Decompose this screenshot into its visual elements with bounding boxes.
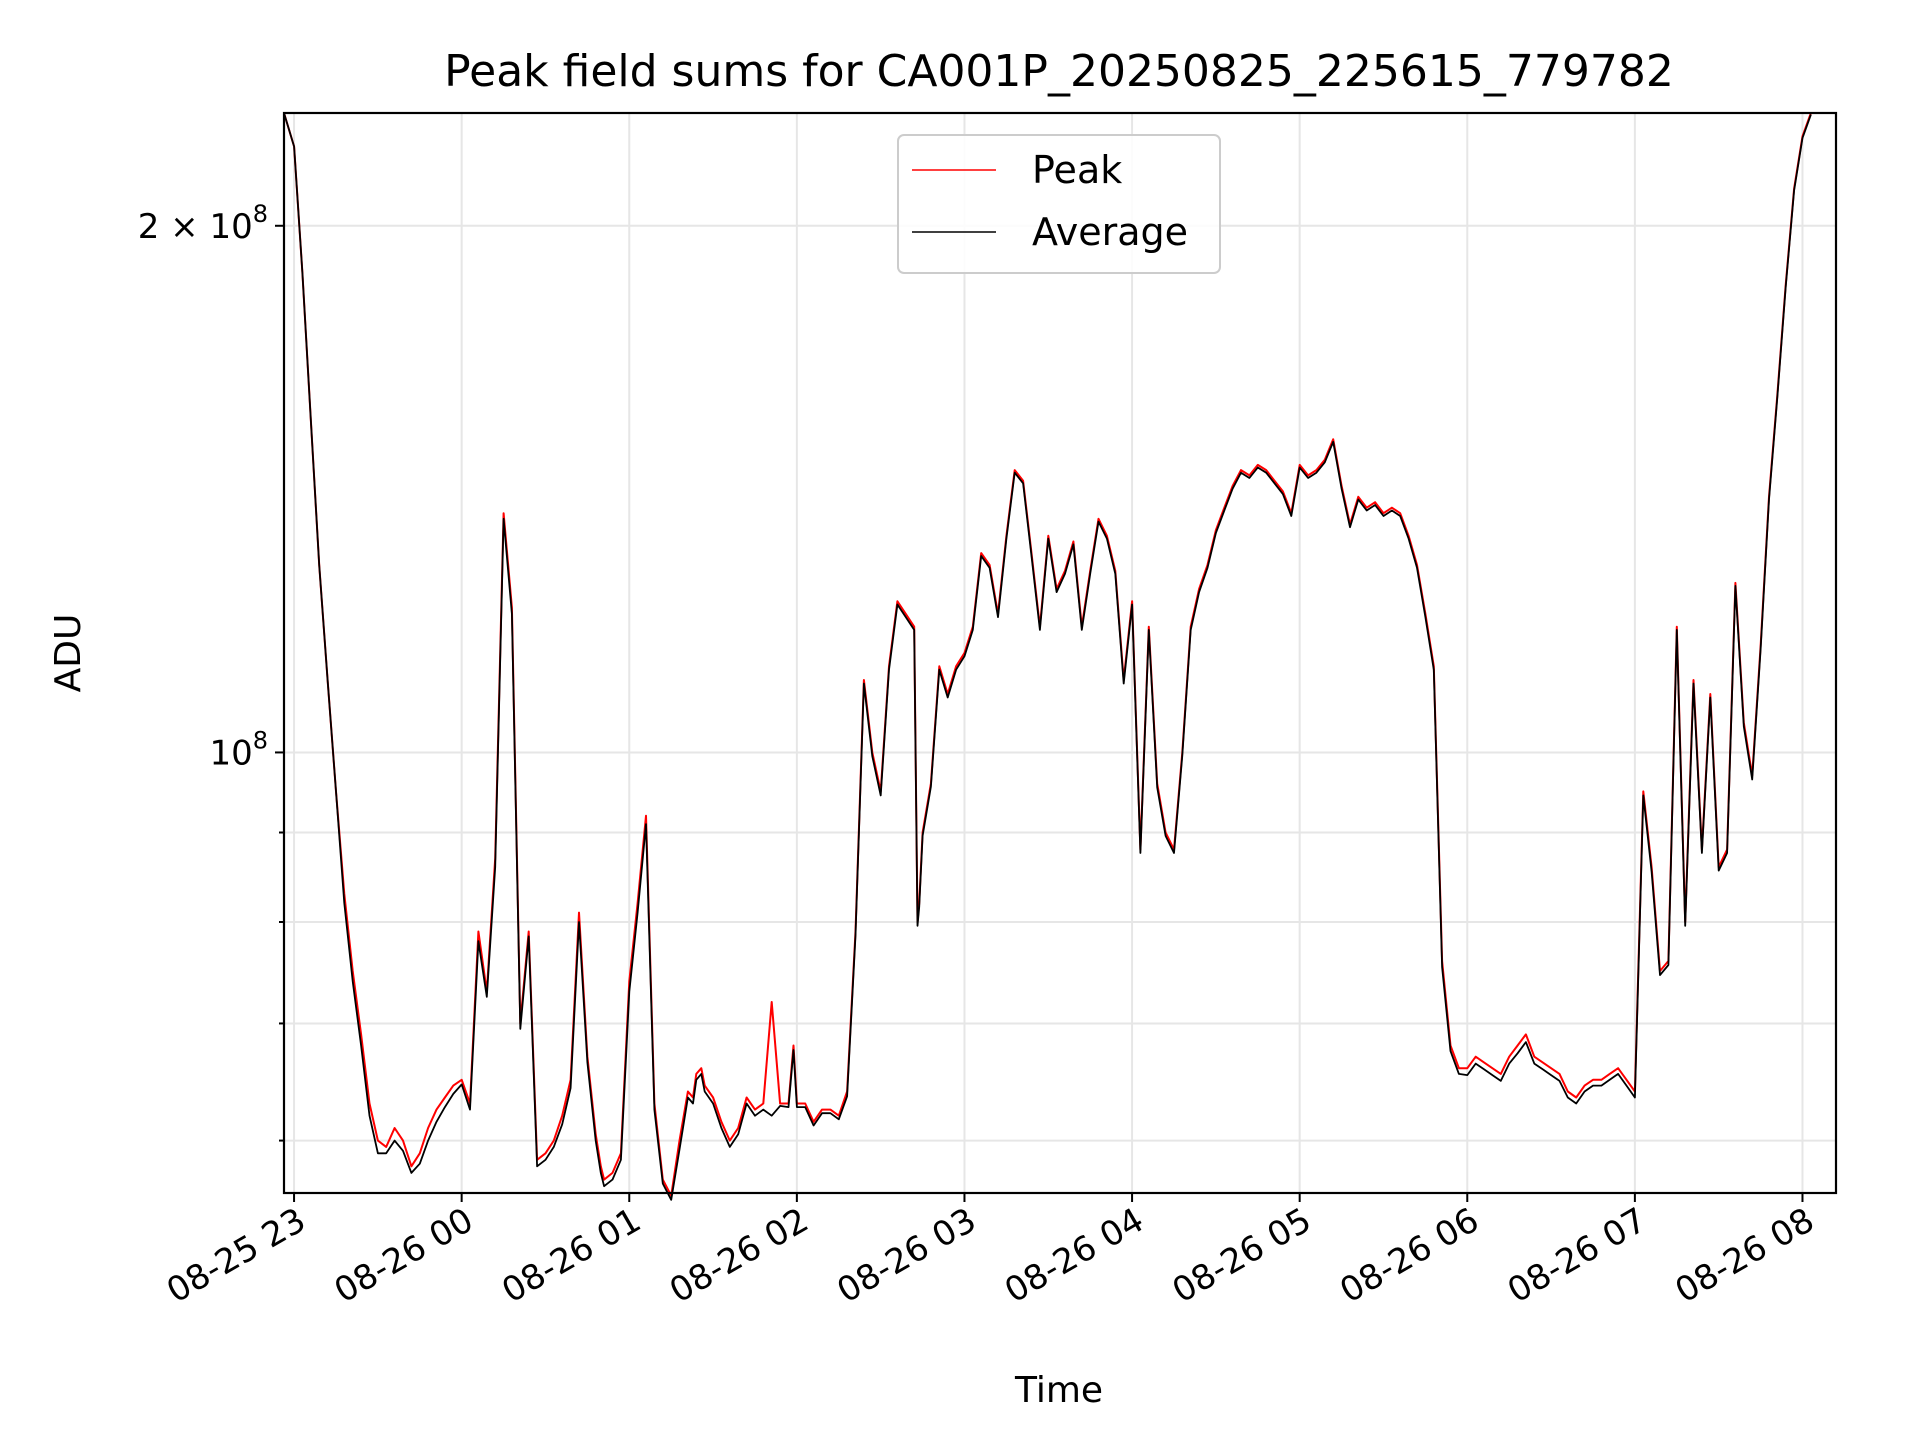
grid — [284, 113, 1836, 1193]
series-layer — [283, 112, 1812, 1201]
series-line-average — [283, 112, 1812, 1201]
series-line-peak — [283, 112, 1812, 1197]
legend: Peak Average — [897, 134, 1221, 274]
plot-frame — [282, 111, 1838, 1195]
legend-label-peak: Peak — [1032, 148, 1122, 192]
legend-label-average: Average — [1032, 210, 1188, 254]
x-axis-label: Time — [1014, 1370, 1103, 1411]
chart-title: Peak field sums for CA001P_20250825_2256… — [444, 46, 1674, 97]
y-tick-label: 2 × 108 — [138, 200, 268, 247]
y-axis-label: ADU — [48, 614, 89, 693]
